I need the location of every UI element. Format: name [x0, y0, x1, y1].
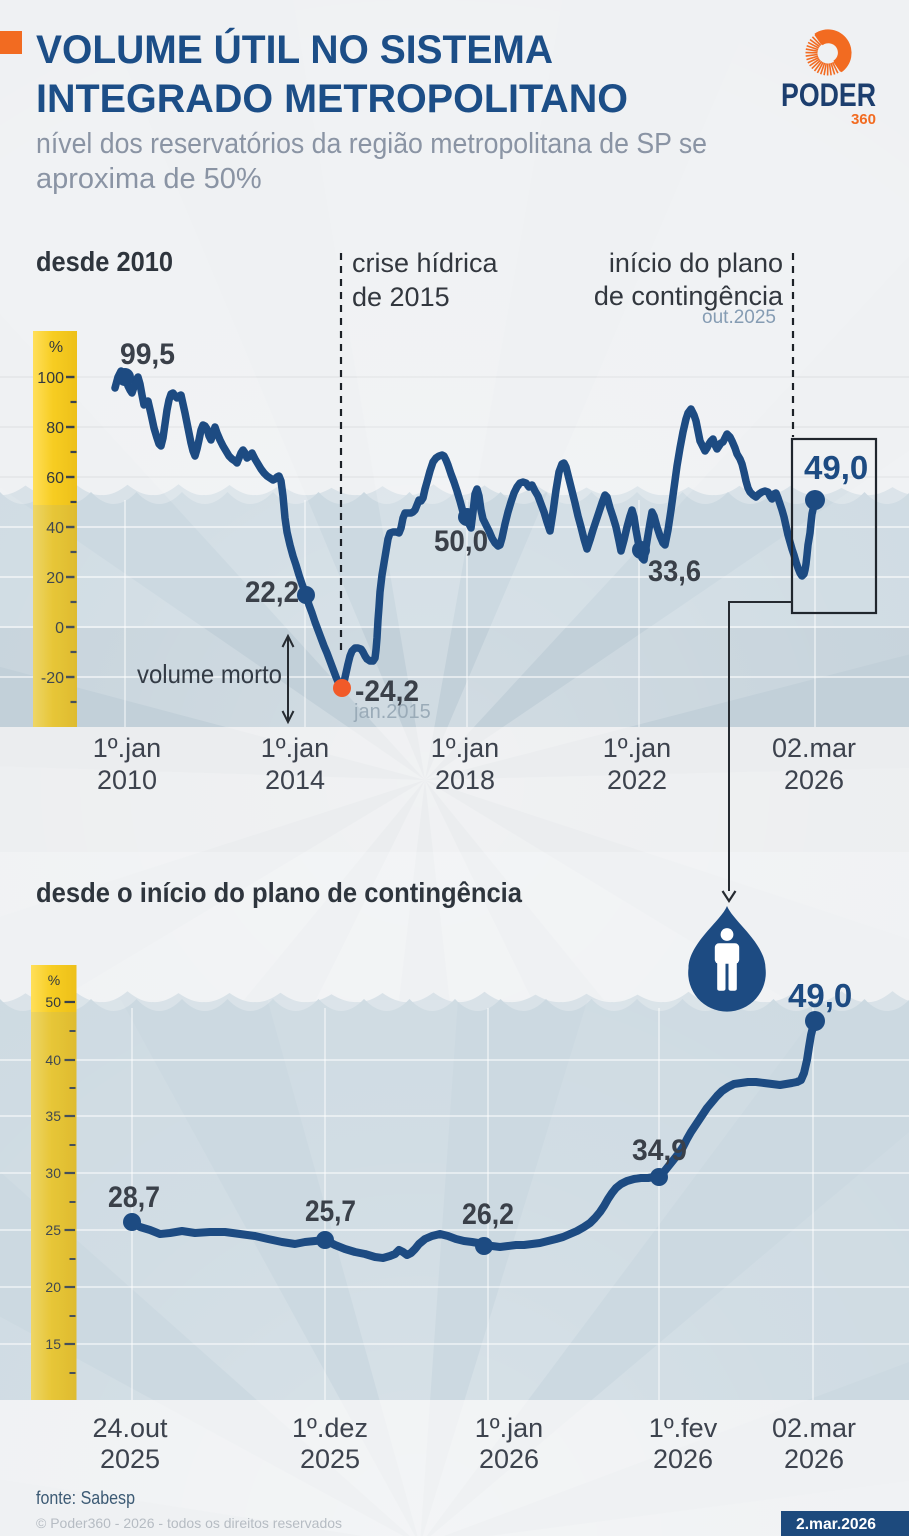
svg-text:fonte: Sabesp: fonte: Sabesp — [36, 1488, 135, 1508]
svg-text:2026: 2026 — [653, 1444, 713, 1474]
svg-text:40: 40 — [45, 1052, 61, 1068]
svg-text:1º.jan: 1º.jan — [261, 733, 329, 763]
svg-text:20: 20 — [46, 570, 64, 587]
svg-text:aproxima de 50%: aproxima de 50% — [36, 163, 262, 195]
svg-text:PODER: PODER — [781, 77, 876, 113]
svg-text:0: 0 — [55, 620, 64, 637]
svg-text:-24,2: -24,2 — [355, 675, 419, 708]
svg-text:-20: -20 — [41, 670, 64, 687]
svg-text:desde o início do plano de con: desde o início do plano de contingência — [36, 877, 522, 908]
svg-text:35: 35 — [45, 1108, 61, 1124]
svg-text:33,6: 33,6 — [648, 555, 701, 588]
svg-text:30: 30 — [45, 1165, 61, 1181]
svg-text:100: 100 — [37, 370, 64, 387]
svg-text:© Poder360 - 2026 - todos os d: © Poder360 - 2026 - todos os direitos re… — [36, 1515, 342, 1531]
svg-text:INTEGRADO METROPOLITANO: INTEGRADO METROPOLITANO — [36, 77, 628, 121]
svg-text:99,5: 99,5 — [120, 338, 175, 371]
svg-text:de 2015: de 2015 — [352, 282, 450, 312]
svg-text:desde 2010: desde 2010 — [36, 246, 173, 277]
svg-text:%: % — [48, 972, 60, 988]
svg-text:49,0: 49,0 — [804, 449, 868, 486]
svg-text:49,0: 49,0 — [788, 977, 852, 1014]
svg-text:34,9: 34,9 — [632, 1134, 687, 1167]
svg-text:2026: 2026 — [784, 765, 844, 795]
svg-text:360: 360 — [851, 111, 876, 128]
svg-text:2014: 2014 — [265, 765, 325, 795]
svg-text:25: 25 — [45, 1222, 61, 1238]
svg-text:1º.jan: 1º.jan — [475, 1413, 543, 1443]
svg-text:02.mar: 02.mar — [772, 733, 856, 763]
svg-text:2.mar.2026: 2.mar.2026 — [796, 1516, 876, 1533]
svg-text:2025: 2025 — [100, 1444, 160, 1474]
svg-text:1º.dez: 1º.dez — [292, 1413, 368, 1443]
svg-text:1º.jan: 1º.jan — [603, 733, 671, 763]
svg-text:24.out: 24.out — [92, 1413, 168, 1443]
svg-text:26,2: 26,2 — [462, 1198, 514, 1231]
svg-text:início do plano: início do plano — [609, 248, 783, 278]
svg-text:50: 50 — [45, 994, 61, 1010]
svg-text:2025: 2025 — [300, 1444, 360, 1474]
svg-text:1º.fev: 1º.fev — [649, 1413, 718, 1443]
svg-text:20: 20 — [45, 1279, 61, 1295]
svg-text:1º.jan: 1º.jan — [431, 733, 499, 763]
svg-text:nível dos reservatórios da reg: nível dos reservatórios da região metrop… — [36, 128, 707, 160]
svg-text:VOLUME ÚTIL NO SISTEMA: VOLUME ÚTIL NO SISTEMA — [36, 26, 553, 72]
svg-text:2018: 2018 — [435, 765, 495, 795]
svg-text:2022: 2022 — [607, 765, 667, 795]
svg-text:out.2025: out.2025 — [702, 307, 776, 328]
svg-text:40: 40 — [46, 520, 64, 537]
svg-text:60: 60 — [46, 470, 64, 487]
svg-text:volume morto: volume morto — [137, 659, 282, 689]
svg-text:1º.jan: 1º.jan — [93, 733, 161, 763]
svg-text:2026: 2026 — [784, 1444, 844, 1474]
svg-text:2010: 2010 — [97, 765, 157, 795]
svg-text:25,7: 25,7 — [305, 1195, 356, 1228]
svg-text:de contingência: de contingência — [594, 281, 784, 311]
svg-text:jan.2015: jan.2015 — [353, 701, 431, 723]
svg-text:80: 80 — [46, 420, 64, 437]
svg-text:50,0: 50,0 — [434, 525, 488, 558]
svg-text:%: % — [49, 339, 63, 356]
svg-text:22,2: 22,2 — [245, 576, 299, 609]
svg-text:15: 15 — [45, 1336, 61, 1352]
svg-text:02.mar: 02.mar — [772, 1413, 856, 1443]
svg-text:crise hídrica: crise hídrica — [352, 248, 499, 278]
svg-text:28,7: 28,7 — [108, 1181, 160, 1214]
svg-text:2026: 2026 — [479, 1444, 539, 1474]
